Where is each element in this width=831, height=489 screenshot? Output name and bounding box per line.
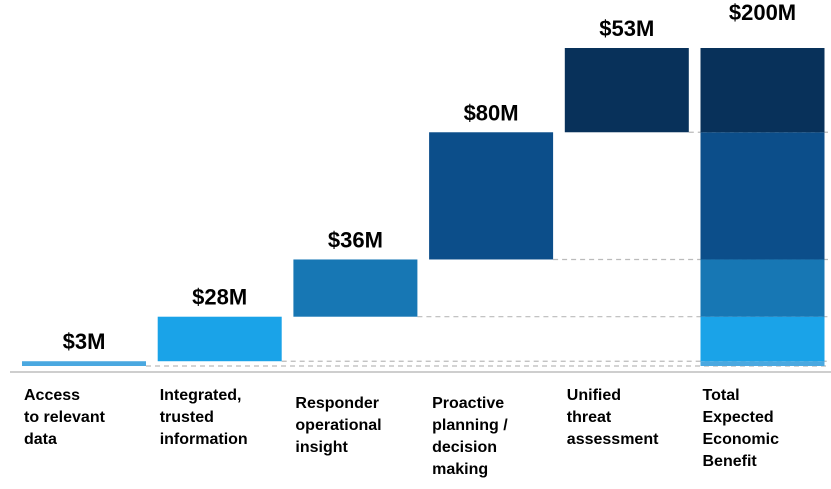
category-label: Proactive planning / decision making: [432, 395, 508, 478]
value-label: $36M: [328, 227, 383, 252]
total-segment: [700, 48, 825, 133]
value-label: $80M: [464, 100, 519, 125]
category-label: Responder operational insight: [295, 395, 382, 456]
total-segment: [700, 259, 825, 317]
total-segment: [700, 361, 825, 366]
bar: [429, 132, 554, 260]
value-label: $28M: [192, 285, 247, 310]
value-label: $3M: [63, 329, 106, 354]
bar: [22, 361, 146, 366]
category-label: Unified threat assessment: [566, 387, 659, 448]
bar: [157, 316, 282, 362]
category-label: Integrated, trusted information: [159, 387, 248, 448]
value-label: $53M: [599, 16, 654, 41]
total-segment: [700, 132, 825, 260]
total-segment: [700, 316, 825, 362]
bar: [564, 48, 689, 133]
value-label: $200M: [729, 0, 796, 25]
category-label: Access to relevant data: [24, 387, 105, 448]
bar: [293, 259, 418, 317]
category-label: Total Expected Economic Benefit: [702, 387, 779, 470]
